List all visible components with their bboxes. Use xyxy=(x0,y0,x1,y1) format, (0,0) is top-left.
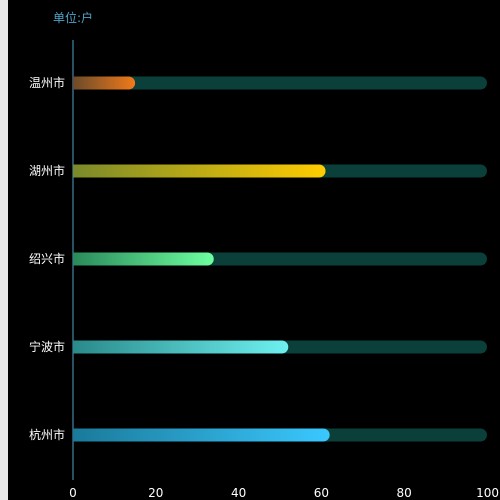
bar-track xyxy=(73,76,487,90)
category-label: 温州市 xyxy=(29,75,65,90)
x-tick-label: 40 xyxy=(231,486,246,500)
x-tick-label: 100 xyxy=(476,486,499,500)
unit-label: 单位:户 xyxy=(53,11,94,25)
bar-1 xyxy=(73,76,136,90)
category-label: 宁波市 xyxy=(29,339,65,354)
category-label: 绍兴市 xyxy=(29,251,65,266)
x-tick-label: 20 xyxy=(148,486,163,500)
category-label: 杭州市 xyxy=(29,427,65,442)
x-tick-label: 80 xyxy=(397,486,412,500)
bar-5 xyxy=(73,428,330,442)
bar-2 xyxy=(73,164,326,178)
bars-group xyxy=(73,76,487,442)
x-tick-label: 60 xyxy=(314,486,329,500)
bar-3 xyxy=(73,252,214,266)
bar-4 xyxy=(73,340,289,354)
category-label: 湖州市 xyxy=(29,163,65,178)
x-tick-label: 0 xyxy=(69,486,77,500)
x-tick-labels: 0 20 40 60 80 100 xyxy=(69,486,499,500)
